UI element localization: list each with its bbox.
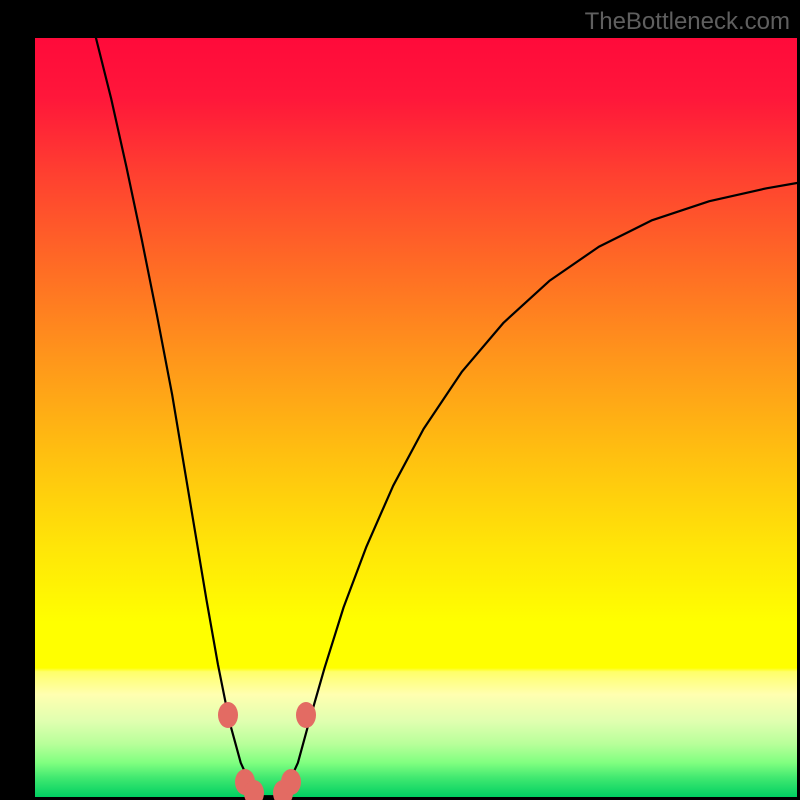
bottleneck-curve xyxy=(96,38,797,796)
curve-marker xyxy=(244,780,264,800)
watermark-text: TheBottleneck.com xyxy=(585,8,790,36)
curve-marker xyxy=(296,702,316,728)
curve-marker xyxy=(281,769,301,795)
curve-marker xyxy=(218,702,238,728)
